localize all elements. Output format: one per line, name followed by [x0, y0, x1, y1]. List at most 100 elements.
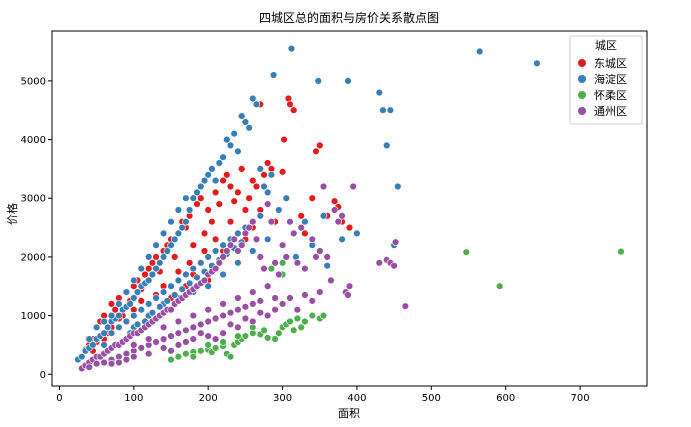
point-series-1-79 [137, 306, 146, 314]
legend-label-3: 通州区 [594, 105, 627, 118]
plot-frame [51, 30, 648, 387]
point-series-3-42 [234, 247, 242, 255]
point-series-1-50 [260, 182, 268, 191]
legend-label-2: 怀柔区 [594, 89, 627, 102]
point-series-1-66 [375, 88, 383, 97]
point-series-0-83 [200, 247, 209, 255]
point-series-2-2 [182, 350, 190, 358]
point-series-0-25 [171, 253, 179, 261]
point-series-1-53 [269, 71, 278, 79]
point-series-1-96 [115, 300, 123, 308]
point-series-2-4 [197, 347, 205, 355]
point-series-3-59 [297, 223, 305, 232]
point-series-3-133 [107, 360, 116, 368]
point-series-3-123 [159, 344, 168, 352]
point-series-3-121 [264, 282, 272, 290]
point-series-0-9 [111, 306, 119, 314]
point-series-1-126 [171, 291, 179, 299]
point-series-1-25 [167, 241, 175, 249]
point-series-2-0 [167, 355, 175, 364]
point-series-1-89 [211, 247, 220, 255]
point-series-1-98 [130, 276, 138, 285]
point-series-1-35 [204, 171, 212, 179]
x-tick-label-4: 400 [347, 393, 366, 404]
point-series-1-124 [156, 303, 164, 311]
point-series-0-20 [152, 253, 160, 261]
point-series-1-29 [182, 218, 190, 226]
point-series-0-50 [264, 159, 272, 167]
point-series-3-69 [338, 212, 346, 220]
point-series-3-107 [301, 291, 309, 299]
point-series-1-55 [282, 194, 290, 202]
point-series-3-58 [293, 259, 302, 267]
point-series-3-80 [100, 358, 108, 367]
point-series-3-97 [226, 309, 235, 317]
point-series-1-67 [379, 106, 387, 114]
point-series-0-58 [297, 212, 305, 220]
point-series-2-26 [297, 323, 305, 331]
point-series-0-33 [200, 229, 209, 238]
point-series-1-115 [204, 282, 212, 290]
point-series-3-96 [219, 311, 227, 320]
y-tick-label-5: 5000 [21, 76, 46, 87]
point-series-3-88 [159, 335, 168, 343]
point-series-0-45 [245, 194, 253, 202]
point-series-1-74 [100, 341, 108, 349]
legend-label-0: 东城区 [594, 57, 627, 70]
point-series-3-102 [264, 311, 272, 320]
point-series-3-73 [349, 182, 357, 191]
point-series-1-103 [167, 218, 175, 226]
point-series-0-60 [308, 194, 316, 202]
point-series-1-102 [159, 229, 168, 238]
point-series-0-79 [185, 259, 194, 267]
point-series-3-140 [256, 309, 264, 317]
point-series-3-48 [256, 253, 264, 261]
point-series-1-69 [386, 106, 395, 114]
point-series-3-50 [264, 200, 272, 208]
point-series-1-106 [100, 317, 108, 326]
point-series-1-80 [145, 300, 153, 308]
point-series-1-99 [137, 264, 146, 273]
point-series-1-28 [178, 223, 186, 232]
point-series-1-33 [197, 182, 205, 191]
point-series-1-127 [178, 285, 186, 293]
point-series-1-77 [122, 317, 131, 326]
point-series-0-43 [238, 165, 246, 173]
x-axis-title: 面积 [338, 407, 360, 420]
points-layer [74, 44, 625, 373]
y-tick-label-4: 4000 [21, 135, 46, 146]
point-series-3-129 [249, 317, 257, 326]
point-series-1-47 [249, 94, 257, 103]
point-series-3-117 [204, 306, 212, 314]
point-series-3-56 [286, 218, 294, 226]
point-series-2-41 [234, 332, 242, 340]
point-series-1-14 [126, 300, 134, 308]
point-series-1-20 [148, 270, 157, 279]
point-series-1-46 [245, 124, 253, 132]
point-series-0-78 [174, 267, 183, 276]
x-tick-label-3: 300 [273, 393, 292, 404]
point-series-2-36 [617, 247, 625, 256]
point-series-3-119 [234, 294, 242, 302]
point-series-2-37 [204, 341, 212, 349]
point-series-1-23 [159, 253, 168, 261]
point-series-2-20 [275, 329, 283, 337]
point-series-3-52 [271, 259, 279, 267]
point-series-1-82 [159, 288, 168, 296]
point-series-0-53 [278, 168, 287, 176]
point-series-3-72 [345, 282, 354, 290]
point-series-3-106 [293, 306, 302, 314]
point-series-3-105 [286, 294, 294, 302]
point-series-0-67 [345, 223, 354, 232]
point-series-1-95 [256, 212, 264, 220]
point-series-3-135 [182, 338, 190, 346]
point-series-2-34 [462, 248, 470, 256]
point-series-1-116 [219, 270, 227, 279]
point-series-1-7 [100, 329, 108, 337]
point-series-1-97 [122, 288, 131, 296]
point-series-0-57 [290, 106, 298, 114]
point-series-1-90 [219, 241, 227, 249]
point-series-2-25 [293, 314, 302, 323]
y-tick-label-1: 1000 [21, 311, 46, 322]
